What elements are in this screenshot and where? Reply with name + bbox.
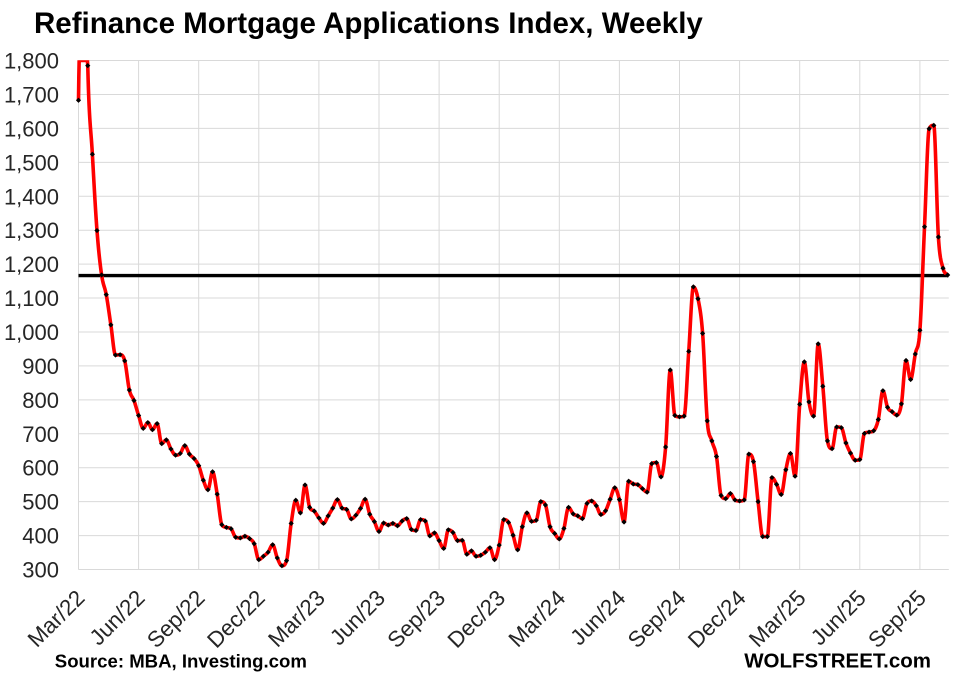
svg-text:1,400: 1,400: [4, 184, 59, 209]
svg-text:400: 400: [22, 524, 59, 549]
svg-text:1,500: 1,500: [4, 150, 59, 175]
svg-text:1,300: 1,300: [4, 218, 59, 243]
svg-text:1,600: 1,600: [4, 116, 59, 141]
svg-text:WOLFSTREET.com: WOLFSTREET.com: [744, 650, 931, 673]
svg-text:1,800: 1,800: [4, 49, 59, 74]
svg-text:Refinance Mortgage Application: Refinance Mortgage Applications Index, W…: [34, 7, 703, 40]
svg-text:1,000: 1,000: [4, 320, 59, 345]
svg-text:900: 900: [22, 354, 59, 379]
svg-text:500: 500: [22, 490, 59, 515]
svg-text:1,100: 1,100: [4, 286, 59, 311]
svg-text:600: 600: [22, 456, 59, 481]
svg-text:1,700: 1,700: [4, 82, 59, 107]
svg-text:1,200: 1,200: [4, 252, 59, 277]
svg-text:800: 800: [22, 388, 59, 413]
svg-text:700: 700: [22, 422, 59, 447]
svg-text:300: 300: [22, 558, 59, 583]
svg-text:Source: MBA, Investing.com: Source: MBA, Investing.com: [55, 651, 307, 672]
